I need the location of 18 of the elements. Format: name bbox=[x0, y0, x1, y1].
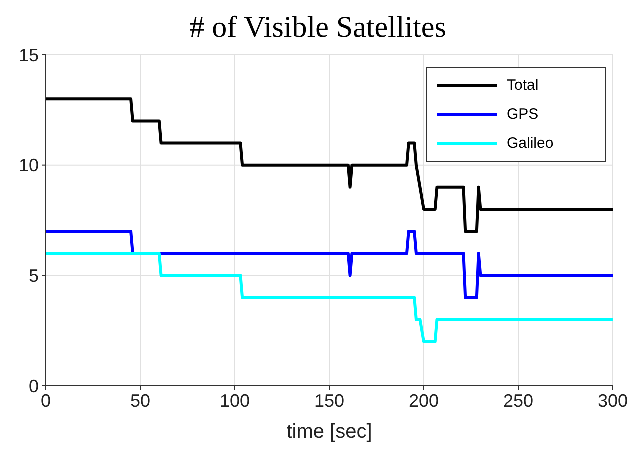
x-tick-label: 250 bbox=[503, 390, 534, 411]
legend-label: GPS bbox=[507, 106, 539, 123]
y-tick-label: 5 bbox=[28, 266, 39, 286]
line-series bbox=[46, 252, 613, 344]
x-tick-label: 150 bbox=[314, 390, 345, 411]
y-tick-label: 0 bbox=[28, 376, 39, 396]
y-tick-label: 15 bbox=[18, 45, 39, 66]
x-axis-title: time [sec] bbox=[286, 421, 372, 443]
y-tick-label: 10 bbox=[18, 156, 39, 176]
line-series bbox=[46, 98, 613, 234]
legend-label: Galileo bbox=[507, 135, 554, 152]
x-tick-label: 200 bbox=[408, 390, 440, 411]
chart-title: # of Visible Satellites bbox=[190, 11, 446, 44]
x-tick-label: 50 bbox=[130, 390, 151, 411]
x-tick-label: 300 bbox=[598, 390, 628, 411]
legend-label: Total bbox=[507, 77, 539, 94]
x-tick-label: 100 bbox=[220, 390, 250, 411]
line-series bbox=[46, 230, 613, 300]
